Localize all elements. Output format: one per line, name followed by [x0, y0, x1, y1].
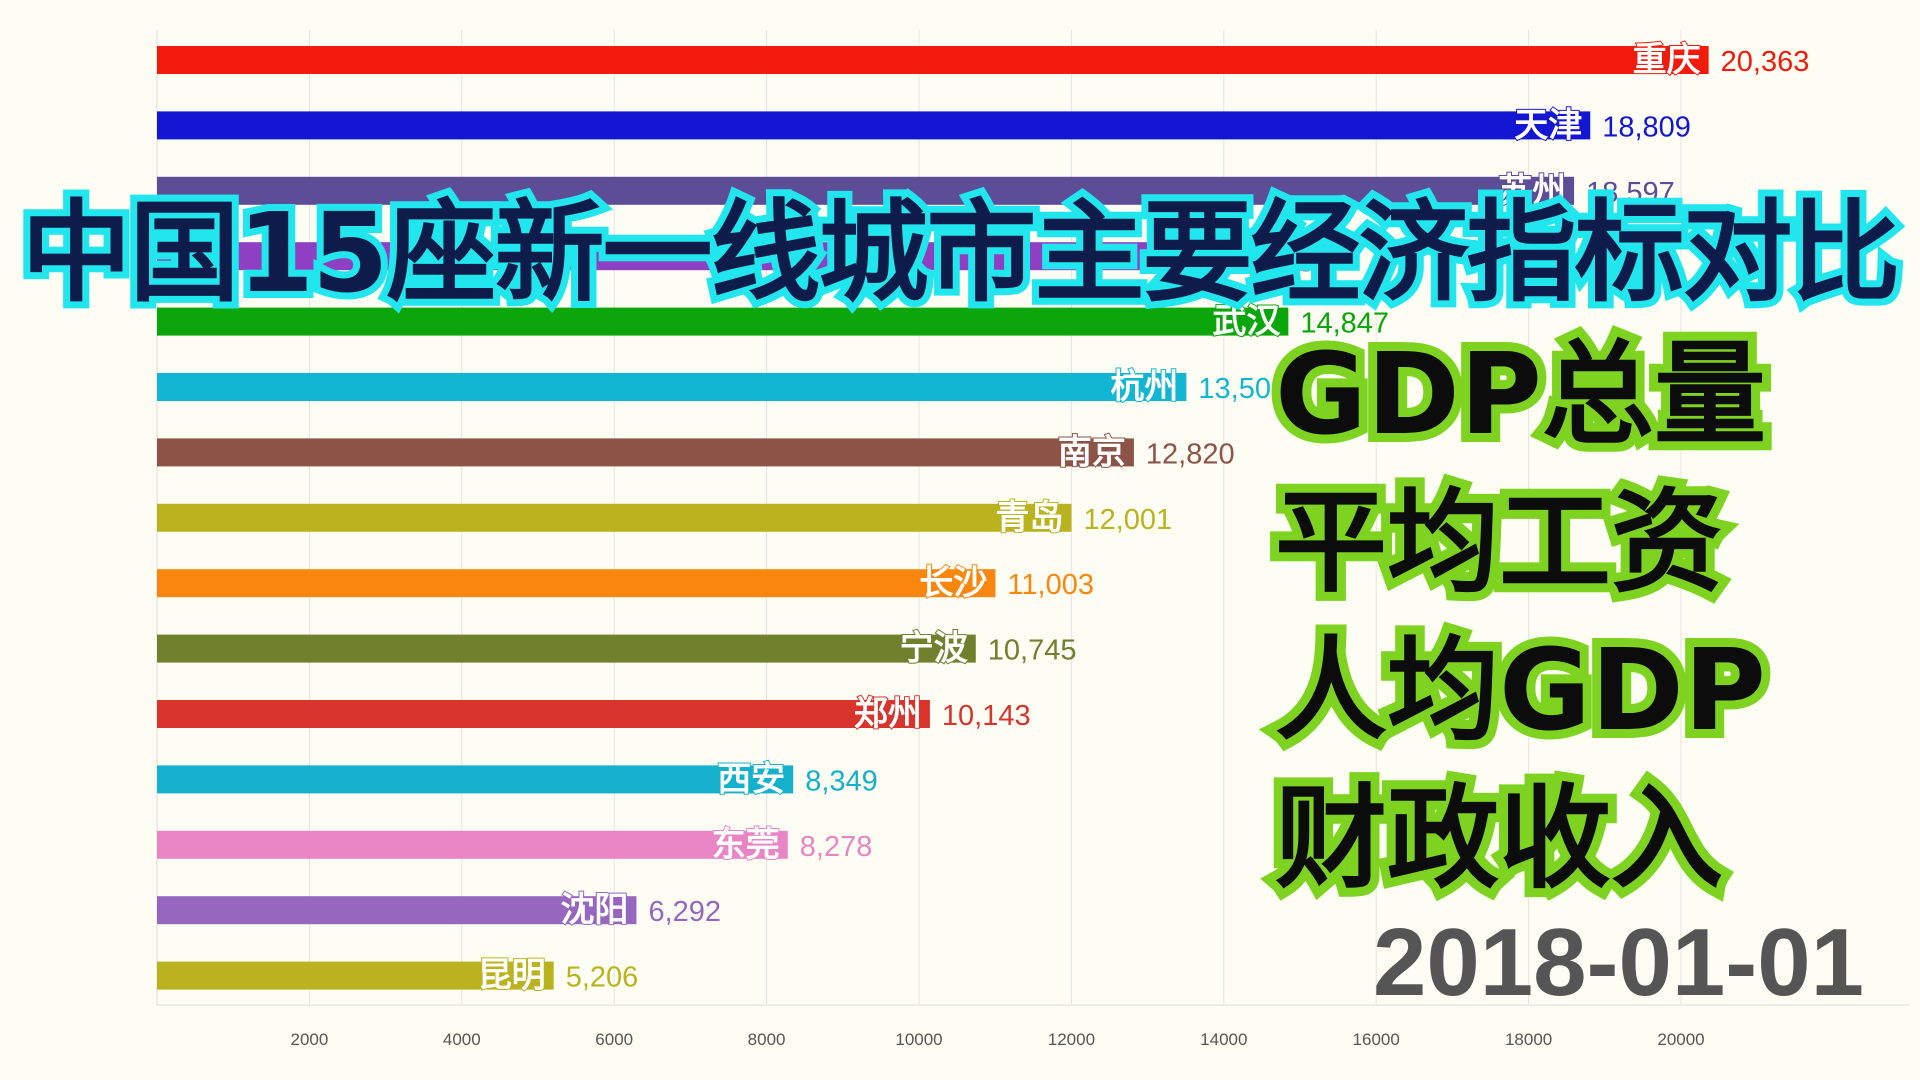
- bar-value-label: 5,206: [566, 962, 639, 994]
- bar-value-label: 12,001: [1083, 504, 1172, 536]
- bar-value-label: 20,363: [1721, 46, 1810, 78]
- bar-category-label: 西安: [717, 759, 785, 799]
- indicator-gdp-total: GDP总量: [1266, 321, 1775, 469]
- x-tick-label: 8000: [748, 1030, 786, 1049]
- x-tick-label: 12000: [1048, 1030, 1095, 1049]
- bar: [157, 634, 976, 663]
- bar-value-label: 10,143: [942, 700, 1031, 732]
- indicator-average-wage: 平均工资: [1266, 469, 1732, 617]
- bar: [157, 111, 1591, 140]
- bar: [157, 830, 788, 859]
- x-tick-label: 14000: [1200, 1030, 1247, 1049]
- bar: [157, 765, 794, 794]
- date-label: 2018-01-01: [1372, 909, 1864, 1016]
- bar: [157, 373, 1187, 401]
- bar-category-label: 武汉: [1212, 302, 1281, 342]
- bar: [157, 438, 1134, 467]
- bar-value-label: 12,820: [1146, 438, 1235, 470]
- x-tick-label: 20000: [1657, 1030, 1704, 1049]
- x-tick-label: 4000: [443, 1030, 481, 1049]
- bar-category-label: 东莞: [712, 825, 780, 865]
- x-tick-label: 18000: [1505, 1030, 1552, 1049]
- bar: [157, 176, 1575, 205]
- bar-category-label: 青岛: [995, 498, 1063, 538]
- bar-category-label: 重庆: [1633, 40, 1701, 80]
- bar-category-label: 长沙: [919, 563, 987, 603]
- bar-value-label: 18,809: [1602, 111, 1691, 143]
- bar-category-label: 沈阳: [560, 890, 628, 930]
- bar-value-label: 18,597: [1586, 177, 1675, 209]
- bar-value-label: 6,292: [648, 896, 721, 928]
- x-tick-label: 10000: [895, 1030, 942, 1049]
- bar-value-label: 13,509: [1198, 373, 1287, 405]
- bar-value-label: 8,278: [800, 831, 873, 863]
- bar-category-label: 南京: [1058, 432, 1126, 472]
- bar: [157, 961, 554, 990]
- bar: [157, 700, 930, 728]
- bar: [157, 307, 1289, 336]
- x-tick-label: 6000: [595, 1030, 633, 1049]
- bar-value-label: 8,349: [805, 765, 878, 797]
- bar: [157, 503, 1072, 532]
- bar-category-label: 天津: [1514, 105, 1582, 145]
- bar-category-label: 宁波: [900, 629, 968, 669]
- bar-category-label: 郑州: [854, 694, 922, 734]
- bar-category-label: 苏州: [1498, 171, 1566, 211]
- bar-category-label: 杭州: [1110, 367, 1178, 407]
- x-tick-label: 2000: [290, 1030, 328, 1049]
- bar-value-label: 11,003: [1007, 569, 1094, 601]
- indicator-gdp-per-capita: 人均GDP: [1266, 617, 1775, 765]
- bar: [157, 896, 637, 925]
- bar-value-label: 10,745: [988, 635, 1077, 667]
- indicator-fiscal-revenue: 财政收入: [1266, 765, 1732, 913]
- bar: [157, 242, 1327, 271]
- bar: [157, 46, 1709, 74]
- bar-category-label: 成都: [1250, 236, 1318, 276]
- bar-category-label: 昆明: [478, 956, 546, 996]
- bar: [157, 569, 996, 598]
- chart-title-overlay: 中国15座新一线城市主要经济指标对比: [14, 182, 1907, 324]
- bar-value-label: 14,847: [1300, 308, 1389, 340]
- x-tick-label: 16000: [1353, 1030, 1400, 1049]
